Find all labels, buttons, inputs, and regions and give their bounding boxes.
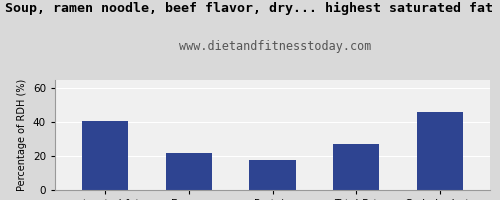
Bar bbox=[417, 112, 463, 190]
Bar bbox=[166, 153, 212, 190]
Bar bbox=[82, 121, 128, 190]
Text: Soup, ramen noodle, beef flavor, dry... highest saturated fat per 100g: Soup, ramen noodle, beef flavor, dry... … bbox=[5, 2, 500, 15]
Text: www.dietandfitnesstoday.com: www.dietandfitnesstoday.com bbox=[179, 40, 371, 53]
Bar bbox=[250, 160, 296, 190]
Y-axis label: Percentage of RDH (%): Percentage of RDH (%) bbox=[18, 79, 28, 191]
Bar bbox=[333, 144, 379, 190]
